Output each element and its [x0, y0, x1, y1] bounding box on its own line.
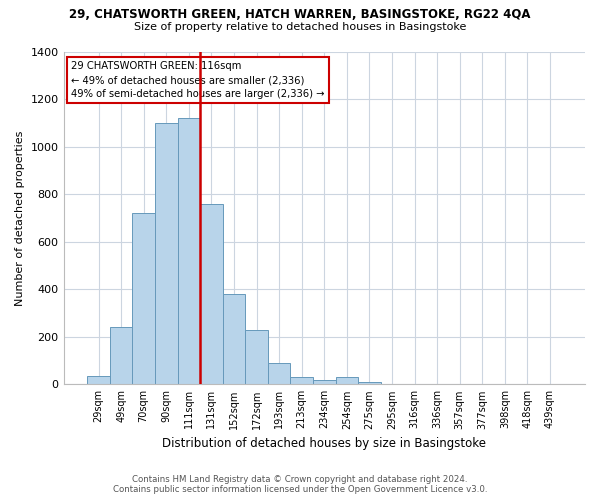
Bar [313, 380, 335, 384]
Y-axis label: Number of detached properties: Number of detached properties [15, 130, 25, 306]
Bar [245, 330, 268, 384]
Bar [290, 377, 313, 384]
Text: Contains public sector information licensed under the Open Government Licence v3: Contains public sector information licen… [113, 485, 487, 494]
Bar [268, 363, 290, 384]
Text: 29 CHATSWORTH GREEN: 116sqm
← 49% of detached houses are smaller (2,336)
49% of : 29 CHATSWORTH GREEN: 116sqm ← 49% of det… [71, 62, 325, 100]
Text: Size of property relative to detached houses in Basingstoke: Size of property relative to detached ho… [134, 22, 466, 32]
Bar [335, 377, 358, 384]
Bar [223, 294, 245, 384]
Bar [358, 382, 381, 384]
Bar [87, 376, 110, 384]
Bar [155, 123, 178, 384]
Text: Contains HM Land Registry data © Crown copyright and database right 2024.: Contains HM Land Registry data © Crown c… [132, 474, 468, 484]
Bar [133, 213, 155, 384]
Bar [178, 118, 200, 384]
Text: 29, CHATSWORTH GREEN, HATCH WARREN, BASINGSTOKE, RG22 4QA: 29, CHATSWORTH GREEN, HATCH WARREN, BASI… [69, 8, 531, 20]
Bar [200, 204, 223, 384]
Bar [110, 328, 133, 384]
X-axis label: Distribution of detached houses by size in Basingstoke: Distribution of detached houses by size … [162, 437, 486, 450]
